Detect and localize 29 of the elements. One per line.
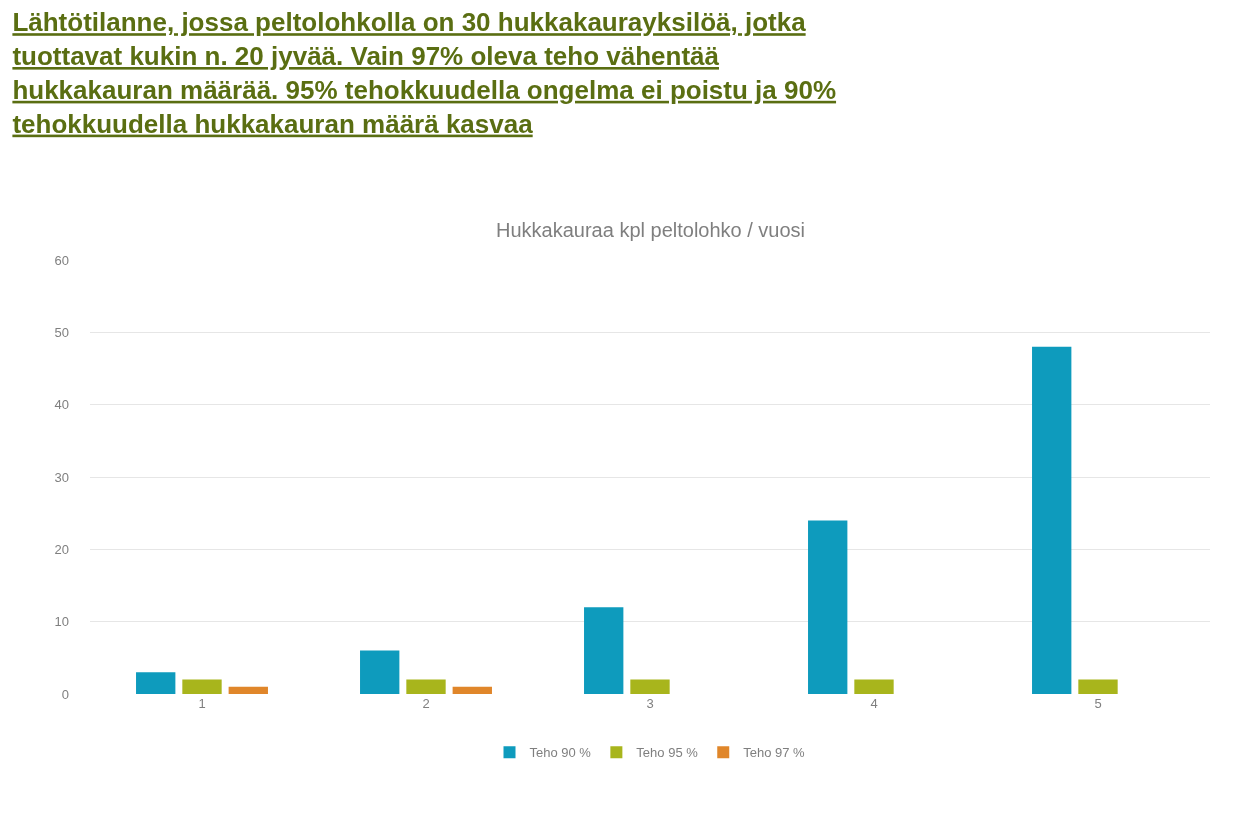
x-tick-label: 4 bbox=[870, 696, 878, 711]
x-tick-label: 3 bbox=[646, 696, 654, 711]
y-tick-label: 40 bbox=[54, 397, 69, 413]
y-tick-label: 50 bbox=[54, 324, 69, 340]
x-tick-label: 2 bbox=[422, 696, 430, 711]
chart-subtitle: Hukkakauraa kpl peltolohko / vuosi bbox=[496, 219, 806, 241]
bar bbox=[406, 679, 446, 694]
bar bbox=[136, 672, 176, 694]
x-tick-label: 5 bbox=[1094, 696, 1102, 711]
legend-label: Teho 97 % bbox=[743, 745, 806, 761]
bar bbox=[854, 679, 894, 694]
bar bbox=[630, 679, 670, 694]
legend-label: Teho 95 % bbox=[636, 745, 699, 761]
y-tick-label: 20 bbox=[54, 541, 69, 557]
y-tick-label: 30 bbox=[54, 469, 69, 485]
legend-label: Teho 90 % bbox=[529, 745, 592, 761]
bar bbox=[808, 520, 848, 694]
bar bbox=[360, 650, 400, 694]
bar bbox=[584, 607, 624, 694]
bar bbox=[182, 679, 222, 694]
bar bbox=[452, 686, 492, 694]
y-tick-label: 60 bbox=[54, 252, 69, 268]
bar bbox=[228, 686, 268, 694]
bar bbox=[1032, 346, 1072, 694]
y-tick-label: 0 bbox=[61, 686, 69, 702]
y-tick-label: 10 bbox=[54, 614, 69, 630]
bar bbox=[1078, 679, 1118, 694]
chart-title: Lähtötilanne, jossa peltolohkolla on 30 hukkakaurayksilöä, jotka tuottavat kukin n. 20 jyvää. Vain 97% oleva teho vähentää hukkakauran määrää. 95% tehokkuudella ongelma ei poistu ja 90% tehokkuudella hukkakauran määrä kasvaa bbox=[12, 7, 837, 139]
x-tick-label: 1 bbox=[198, 696, 206, 711]
